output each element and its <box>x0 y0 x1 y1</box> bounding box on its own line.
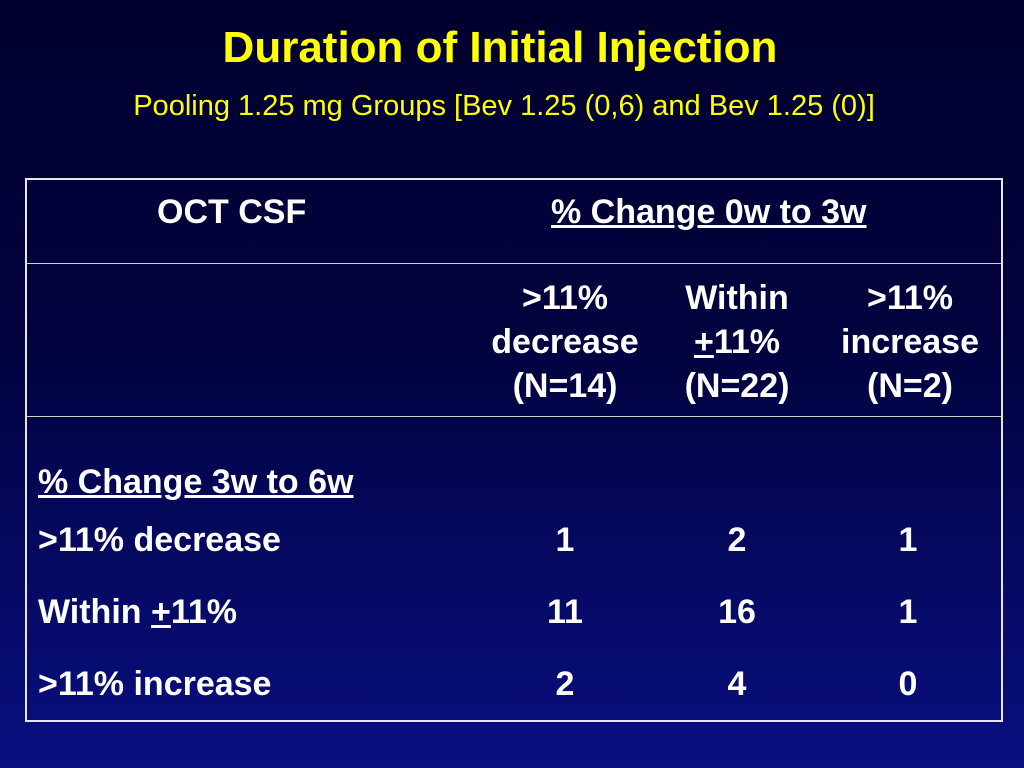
row-label-within-post: 11% <box>170 593 238 631</box>
data-table: OCT CSF % Change 0w to 3w >11% decrease … <box>25 178 1003 722</box>
table-cell: 4 <box>727 665 747 703</box>
column-header-within: Within +11% (N=22) <box>667 276 807 408</box>
column-header-decrease: >11% decrease (N=14) <box>472 276 658 408</box>
column-header-decrease-line2: decrease <box>491 323 639 361</box>
plus-minus-symbol: + <box>693 323 714 361</box>
row-label-decrease: >11% decrease <box>38 521 281 559</box>
column-header-increase-line2: increase <box>841 323 979 361</box>
column-header-increase: >11% increase (N=2) <box>817 276 1003 408</box>
plus-minus-symbol: + <box>151 593 171 631</box>
column-header-divider <box>27 416 1001 417</box>
header-divider <box>27 263 1001 264</box>
table-cell: 11 <box>547 593 583 631</box>
row-label-within-pre: Within <box>38 593 151 631</box>
column-header-increase-line3: (N=2) <box>867 367 953 405</box>
slide-title: Duration of Initial Injection <box>222 23 778 72</box>
table-cell: 16 <box>718 593 756 631</box>
column-header-within-line3: (N=22) <box>684 367 790 405</box>
table-cell: 1 <box>898 593 918 631</box>
row-label-increase: >11% increase <box>38 665 272 703</box>
row-group-label: % Change 3w to 6w <box>38 463 354 501</box>
slide-subtitle: Pooling 1.25 mg Groups [Bev 1.25 (0,6) a… <box>133 90 875 122</box>
column-header-decrease-line1: >11% <box>521 279 609 317</box>
row-header-oct-csf: OCT CSF <box>157 193 307 231</box>
column-header-within-line2-rest: 11% <box>713 323 781 361</box>
column-group-header: % Change 0w to 3w <box>551 193 867 231</box>
column-header-within-line1: Within <box>685 279 789 317</box>
column-header-decrease-line3: (N=14) <box>512 367 618 405</box>
column-header-increase-line1: >11% <box>866 279 954 317</box>
column-header-within-line2: +11% <box>667 320 807 364</box>
table-cell: 2 <box>555 665 575 703</box>
table-cell: 2 <box>727 521 747 559</box>
table-cell: 0 <box>898 665 918 703</box>
row-label-within: Within +11% <box>38 590 237 634</box>
table-cell: 1 <box>898 521 918 559</box>
table-cell: 1 <box>555 521 575 559</box>
